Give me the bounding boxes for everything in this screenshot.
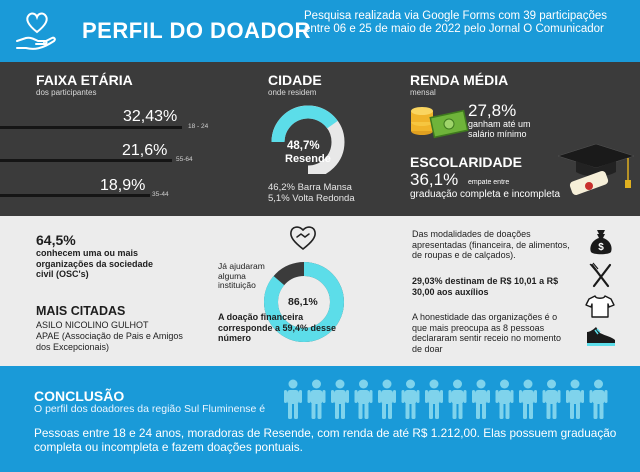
- city-subtitle: onde residem: [268, 88, 317, 97]
- fork-knife-icon: [589, 262, 612, 288]
- city-other-2: 5,1% Volta Redonda: [268, 193, 355, 204]
- age-percent-1: 32,43%: [123, 108, 178, 125]
- person-icon: [448, 379, 467, 419]
- person-icon: [354, 379, 373, 419]
- age-range-2: 55-64: [176, 156, 193, 163]
- stats-dark-panel: [0, 62, 640, 216]
- conclusion-title: CONCLUSÃO: [34, 388, 125, 404]
- money-icons: [411, 107, 469, 139]
- income-title: RENDA MÉDIA: [410, 72, 509, 88]
- city-gauge-chart: [271, 105, 345, 174]
- svg-text:$: $: [598, 242, 604, 253]
- help-percent: 86,1%: [288, 296, 318, 308]
- stats-light-panel: [0, 216, 640, 366]
- cited-org-1: ASILO NICOLINO GULHOT: [36, 320, 149, 330]
- person-icon: [331, 379, 349, 419]
- city-other-1: 46,2% Barra Mansa: [268, 182, 352, 193]
- help-label: Já ajudaram alguma instituição: [218, 261, 265, 290]
- diploma-icon: [569, 171, 609, 195]
- page-title: PERFIL DO DOADOR: [82, 18, 311, 43]
- person-icon: [542, 379, 561, 419]
- age-percent-2: 21,6%: [122, 142, 168, 159]
- shirt-icon: [585, 295, 615, 318]
- help-donut-chart: [264, 262, 344, 342]
- header-bar: [0, 0, 640, 62]
- person-icon: [284, 379, 302, 419]
- income-percent: 27,8%: [468, 101, 517, 120]
- age-bar-1: [0, 126, 182, 129]
- help-note: A doação financeira corresponde a 59,4% …: [218, 312, 337, 343]
- person-icon: [425, 379, 443, 419]
- conclusion-text: Pessoas entre 18 e 24 anos, moradoras de…: [34, 426, 617, 454]
- donation-honesty: A honestidade das organizações é o que m…: [412, 312, 562, 354]
- education-text-b: graduação completa e incompleta: [410, 189, 561, 200]
- coins-icon: [411, 107, 433, 135]
- cited-org-2: APAE (Associação de Pais e Amigos dos Ex…: [36, 331, 183, 352]
- education-text-a: empate entre: [468, 179, 510, 186]
- org-percent: 64,5%: [36, 232, 76, 248]
- conclusion-subtitle: O perfil dos doadores da região Sul Flum…: [34, 403, 266, 415]
- graduation-icons: [557, 143, 635, 195]
- person-icon: [307, 379, 326, 419]
- person-icon: [566, 379, 584, 419]
- person-icon: [472, 379, 490, 419]
- city-title: CIDADE: [268, 72, 322, 88]
- heart-hand-icon: [16, 12, 56, 50]
- donation-highlight: 29,03% destinam de R$ 10,01 a R$ 30,00 a…: [412, 276, 559, 297]
- graduation-cap-icon: [557, 143, 635, 188]
- sneaker-icon: [587, 327, 615, 346]
- cash-icon: [429, 109, 469, 139]
- city-main-name: Resende: [285, 153, 331, 165]
- age-title: FAIXA ETÁRIA: [36, 72, 133, 88]
- people-row: [282, 378, 610, 422]
- age-range-1: 18 - 24: [188, 123, 209, 130]
- survey-description: Pesquisa realizada via Google Forms com …: [304, 10, 607, 35]
- person-icon: [519, 379, 537, 419]
- person-icon: [401, 379, 420, 419]
- donation-modalities: Das modalidades de doações apresentadas …: [412, 229, 570, 260]
- age-bar-2: [0, 159, 172, 162]
- income-subtitle: mensal: [410, 88, 436, 97]
- city-main-percent: 48,7%: [287, 140, 320, 152]
- cited-title: MAIS CITADAS: [36, 304, 126, 318]
- income-text: ganham até um salário mínimo: [468, 119, 531, 139]
- org-text: conhecem uma ou mais organizações da soc…: [36, 248, 154, 279]
- age-subtitle: dos participantes: [36, 88, 97, 97]
- person-icon: [589, 379, 608, 419]
- education-title: ESCOLARIDADE: [410, 154, 523, 170]
- education-percent: 36,1%: [410, 170, 459, 189]
- person-icon: [495, 379, 514, 419]
- age-bar-3: [0, 194, 150, 197]
- age-range-3: 35-44: [152, 191, 169, 198]
- money-bag-icon: $: [590, 230, 612, 255]
- age-percent-3: 18,9%: [100, 177, 146, 194]
- heart-handshake-icon: [290, 226, 316, 251]
- person-icon: [378, 379, 396, 419]
